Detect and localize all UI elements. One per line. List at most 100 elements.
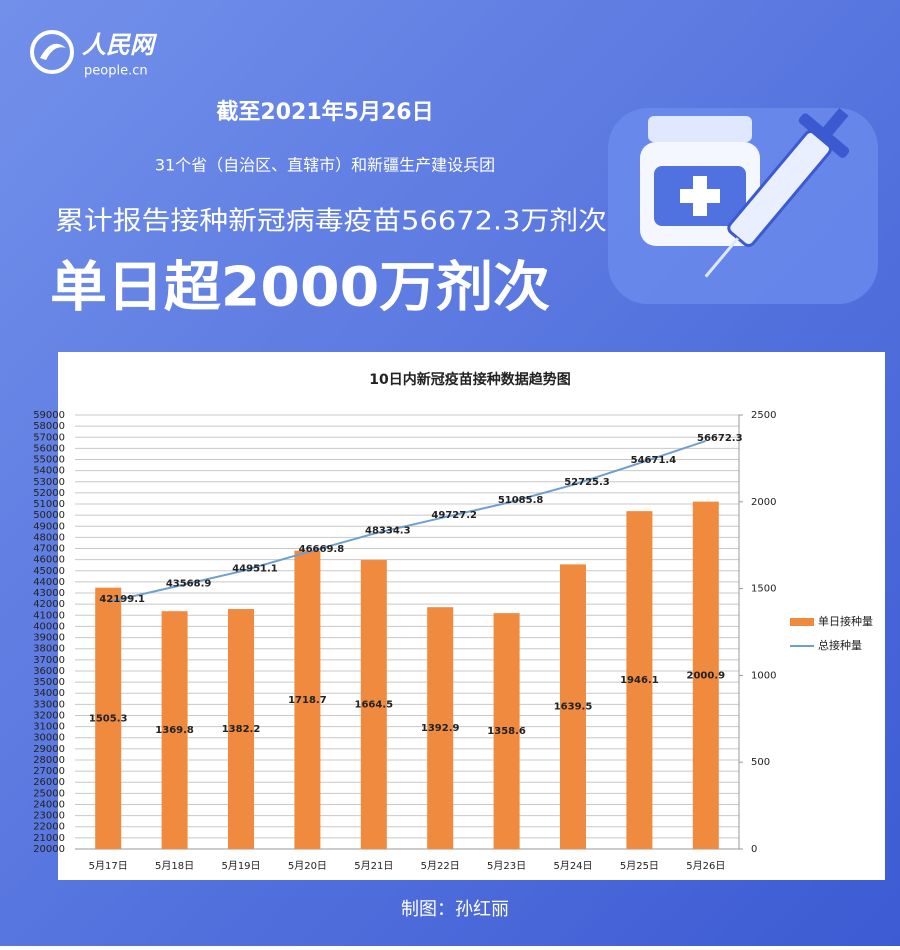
bar-value-label: 1718.7	[288, 695, 327, 706]
y-tick-label: 33000	[33, 699, 65, 710]
y-tick-label: 21000	[33, 833, 65, 844]
x-tick-label: 5月20日	[288, 860, 327, 872]
bar	[95, 587, 122, 849]
y-tick-label: 44000	[33, 577, 65, 588]
line-value-label: 56672.3	[697, 433, 743, 444]
legend-swatch	[790, 618, 814, 626]
y-tick-label: 48000	[33, 532, 65, 543]
y-tick-label: 40000	[33, 621, 65, 632]
logo: 人民网 people.cn	[30, 30, 158, 79]
y-tick-label: 57000	[33, 432, 65, 443]
bar-value-label: 1382.2	[222, 724, 261, 735]
x-tick-label: 5月24日	[553, 860, 592, 872]
y-tick-label: 58000	[33, 421, 65, 432]
y-tick-label: 43000	[33, 588, 65, 599]
y-tick-label: 30000	[33, 733, 65, 744]
y-tick-label: 28000	[33, 755, 65, 766]
bar-value-label: 1946.1	[620, 675, 659, 686]
legend-label: 总接种量	[818, 638, 862, 652]
y-tick-label: 51000	[33, 499, 65, 510]
y-tick-label: 25000	[33, 788, 65, 799]
bar-value-label: 1358.6	[487, 726, 526, 737]
y-tick-label: 34000	[33, 688, 65, 699]
logo-text: 人民网	[82, 31, 158, 59]
line-value-label: 48334.3	[365, 526, 411, 537]
line-value-label: 42199.1	[99, 594, 145, 605]
y2-tick-label: 500	[751, 757, 770, 768]
y-tick-label: 27000	[33, 766, 65, 777]
bar	[228, 609, 254, 849]
y2-tick-label: 0	[751, 844, 757, 855]
y2-tick-label: 1000	[751, 670, 776, 681]
y-tick-label: 39000	[33, 633, 65, 644]
x-tick-label: 5月21日	[354, 860, 393, 872]
bar-value-label: 1664.5	[355, 700, 394, 711]
y-tick-label: 38000	[33, 644, 65, 655]
bar-value-label: 1392.9	[421, 723, 460, 734]
x-tick-label: 5月22日	[421, 860, 460, 872]
bar-value-label: 1639.5	[554, 702, 593, 713]
scope: 31个省（自治区、直辖市）和新疆生产建设兵团	[155, 156, 495, 175]
logo-sub: people.cn	[84, 64, 148, 79]
line-value-label: 54671.4	[631, 455, 677, 466]
bar	[560, 564, 586, 849]
bar	[692, 501, 719, 849]
line-value-label: 46669.8	[299, 544, 345, 555]
bar	[493, 613, 520, 849]
chart-area	[58, 352, 885, 880]
bar	[161, 611, 188, 849]
y-tick-label: 26000	[33, 777, 65, 788]
y-tick-label: 47000	[33, 544, 65, 555]
total: 累计报告接种新冠病毒疫苗56672.3万剂次	[55, 207, 607, 237]
y-tick-label: 31000	[33, 722, 65, 733]
x-tick-label: 5月17日	[89, 860, 128, 872]
y-tick-label: 54000	[33, 466, 65, 477]
y-tick-label: 35000	[33, 677, 65, 688]
x-tick-label: 5月23日	[487, 860, 526, 872]
y-tick-label: 36000	[33, 666, 65, 677]
bar	[427, 607, 454, 849]
line-value-label: 52725.3	[564, 477, 610, 488]
y-tick-label: 24000	[33, 799, 65, 810]
bar-value-label: 1505.3	[89, 713, 128, 724]
line-value-label: 43568.9	[166, 579, 212, 590]
date: 截至2021年5月26日	[216, 99, 433, 125]
y-tick-label: 22000	[33, 822, 65, 833]
line-value-label: 44951.1	[232, 563, 278, 574]
bar-value-label: 1369.8	[155, 725, 194, 736]
line-value-label: 51085.8	[498, 495, 544, 506]
y2-tick-label: 1500	[751, 584, 776, 595]
chart-title: 10日内新冠疫苗接种数据趋势图	[369, 371, 570, 388]
y-tick-label: 20000	[33, 844, 65, 855]
y2-tick-label: 2000	[751, 497, 776, 508]
y-tick-label: 52000	[33, 488, 65, 499]
y-tick-label: 29000	[33, 744, 65, 755]
line	[107, 439, 707, 603]
y-tick-label: 32000	[33, 710, 65, 721]
y-tick-label: 42000	[33, 599, 65, 610]
bar	[626, 511, 653, 849]
y-tick-label: 50000	[33, 510, 65, 521]
vaccine-illustration	[608, 108, 878, 304]
y-tick-label: 56000	[33, 443, 65, 454]
line-value-label: 49727.2	[431, 510, 477, 521]
x-tick-label: 5月26日	[686, 860, 725, 872]
credit: 制图：孙红丽	[401, 899, 509, 920]
x-tick-label: 5月25日	[620, 860, 659, 872]
bar	[294, 550, 321, 849]
y-tick-label: 59000	[33, 410, 65, 421]
bar	[360, 560, 387, 849]
y-tick-label: 49000	[33, 521, 65, 532]
y-tick-label: 55000	[33, 455, 65, 466]
legend-label: 单日接种量	[818, 614, 873, 628]
y-tick-label: 46000	[33, 555, 65, 566]
y-tick-label: 41000	[33, 610, 65, 621]
x-tick-label: 5月19日	[221, 860, 260, 872]
headline: 单日超2000万剂次	[50, 256, 550, 319]
bar-value-label: 2000.9	[687, 670, 726, 681]
y-tick-label: 37000	[33, 655, 65, 666]
y-tick-label: 23000	[33, 811, 65, 822]
x-tick-label: 5月18日	[155, 860, 194, 872]
